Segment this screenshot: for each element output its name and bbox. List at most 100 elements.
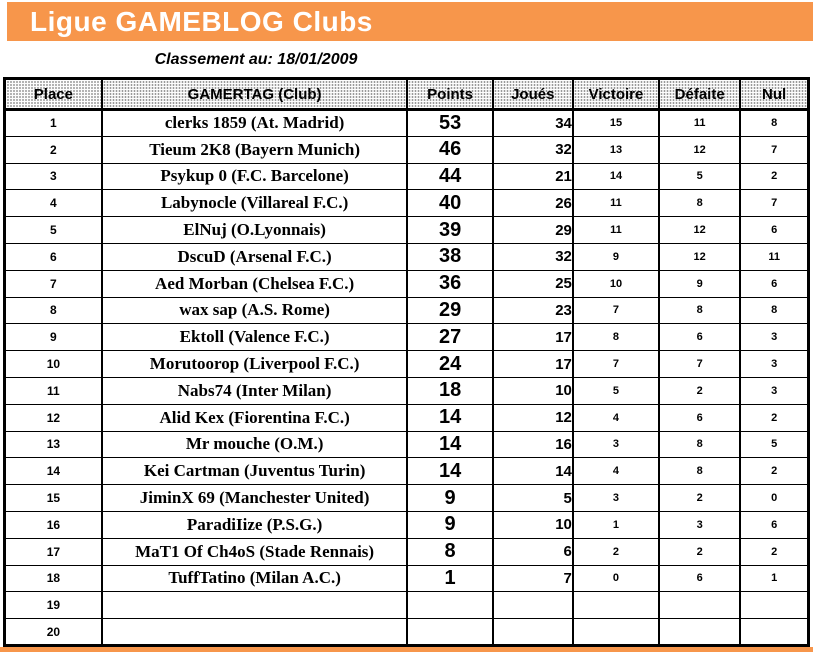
- cell-joues: 17: [491, 350, 574, 378]
- cell-points: 38: [406, 242, 494, 271]
- cell-points: 27: [406, 323, 494, 352]
- cell-gamertag: Tieum 2K8 (Bayern Munich): [100, 135, 409, 164]
- cell-points: 1: [406, 564, 494, 593]
- standings-table: Place GAMERTAG (Club) Points Joués Victoire D…: [3, 77, 810, 647]
- cell-gamertag: Kei Cartman (Juventus Turin): [100, 457, 409, 486]
- cell-place: 15: [3, 484, 103, 512]
- cell-place: 14: [3, 457, 103, 486]
- cell-joues: 32: [491, 135, 574, 164]
- cell-place: 10: [3, 350, 103, 378]
- table-row: 19: [3, 591, 810, 620]
- header-row: Place GAMERTAG (Club) Points Joués Victoire D…: [3, 77, 810, 111]
- cell-place: 16: [3, 510, 103, 539]
- cell-victoire: 10: [571, 269, 661, 298]
- cell-points: 53: [406, 109, 494, 137]
- cell-defaite: 8: [658, 457, 742, 486]
- cell-place: 6: [3, 242, 103, 271]
- cell-nul: 2: [739, 537, 810, 566]
- cell-nul: 2: [739, 457, 810, 486]
- cell-points: 24: [406, 350, 494, 378]
- table-row: 5 ElNuj (O.Lyonnais) 39 29 11 12 6: [3, 216, 810, 244]
- cell-points: 14: [406, 457, 494, 486]
- cell-joues: 17: [491, 323, 574, 352]
- cell-place: 9: [3, 323, 103, 352]
- table-row: 1 clerks 1859 (At. Madrid) 53 34 15 11 8: [3, 109, 810, 137]
- cell-victoire: [571, 618, 661, 646]
- cell-joues: 6: [491, 537, 574, 566]
- cell-place: 4: [3, 189, 103, 218]
- cell-nul: 6: [739, 216, 810, 244]
- cell-place: 17: [3, 537, 103, 566]
- column-header-nul: Nul: [739, 77, 810, 111]
- cell-defaite: 6: [658, 323, 742, 352]
- cell-nul: 3: [739, 323, 810, 352]
- cell-defaite: 2: [658, 376, 742, 405]
- cell-gamertag: ParadiIize (P.S.G.): [100, 510, 409, 539]
- cell-defaite: 9: [658, 269, 742, 298]
- cell-points: [406, 618, 494, 646]
- cell-nul: 7: [739, 189, 810, 218]
- cell-place: 20: [3, 618, 103, 646]
- cell-place: 3: [3, 162, 103, 191]
- table-row: 18 TuffTatino (Milan A.C.) 1 7 0 6 1: [3, 564, 810, 593]
- cell-victoire: 14: [571, 162, 661, 191]
- cell-gamertag: [100, 618, 409, 646]
- cell-gamertag: Ektoll (Valence F.C.): [100, 323, 409, 352]
- cell-place: 7: [3, 269, 103, 298]
- cell-victoire: 11: [571, 216, 661, 244]
- cell-place: 12: [3, 403, 103, 432]
- cell-joues: 32: [491, 242, 574, 271]
- cell-defaite: 7: [658, 350, 742, 378]
- cell-points: 39: [406, 216, 494, 244]
- table-row: 13 Mr mouche (O.M.) 14 16 3 8 5: [3, 430, 810, 459]
- table-row: 7 Aed Morban (Chelsea F.C.) 36 25 10 9 6: [3, 269, 810, 298]
- cell-victoire: 13: [571, 135, 661, 164]
- cell-gamertag: Mr mouche (O.M.): [100, 430, 409, 459]
- cell-place: 19: [3, 591, 103, 620]
- cell-place: 13: [3, 430, 103, 459]
- cell-nul: 2: [739, 162, 810, 191]
- cell-gamertag: TuffTatino (Milan A.C.): [100, 564, 409, 593]
- cell-place: 2: [3, 135, 103, 164]
- cell-joues: [491, 618, 574, 646]
- cell-victoire: [571, 591, 661, 620]
- cell-points: 29: [406, 296, 494, 325]
- cell-defaite: [658, 618, 742, 646]
- table-row: 2 Tieum 2K8 (Bayern Munich) 46 32 13 12 7: [3, 135, 810, 164]
- cell-points: 9: [406, 510, 494, 539]
- standings-body: 1 clerks 1859 (At. Madrid) 53 34 15 11 8 2 Tieum…: [3, 109, 810, 646]
- cell-gamertag: DscuD (Arsenal F.C.): [100, 242, 409, 271]
- cell-joues: 7: [491, 564, 574, 593]
- cell-nul: 5: [739, 430, 810, 459]
- cell-joues: 5: [491, 484, 574, 512]
- cell-victoire: 9: [571, 242, 661, 271]
- cell-victoire: 4: [571, 457, 661, 486]
- cell-defaite: 8: [658, 430, 742, 459]
- cell-nul: [739, 591, 810, 620]
- cell-gamertag: clerks 1859 (At. Madrid): [100, 109, 409, 137]
- cell-points: 14: [406, 430, 494, 459]
- cell-victoire: 7: [571, 296, 661, 325]
- cell-victoire: 0: [571, 564, 661, 593]
- cell-defaite: 12: [658, 135, 742, 164]
- cell-points: 46: [406, 135, 494, 164]
- cell-points: 18: [406, 376, 494, 405]
- cell-defaite: 8: [658, 189, 742, 218]
- cell-gamertag: Morutoorop (Liverpool F.C.): [100, 350, 409, 378]
- cell-joues: 21: [491, 162, 574, 191]
- table-row: 12 Alid Kex (Fiorentina F.C.) 14 12 4 6 2: [3, 403, 810, 432]
- cell-victoire: 4: [571, 403, 661, 432]
- cell-joues: 16: [491, 430, 574, 459]
- cell-gamertag: Aed Morban (Chelsea F.C.): [100, 269, 409, 298]
- cell-gamertag: Psykup 0 (F.C. Barcelone): [100, 162, 409, 191]
- cell-points: [406, 591, 494, 620]
- cell-points: 14: [406, 403, 494, 432]
- cell-victoire: 3: [571, 430, 661, 459]
- cell-nul: 2: [739, 403, 810, 432]
- cell-nul: 8: [739, 296, 810, 325]
- cell-place: 11: [3, 376, 103, 405]
- table-row: 15 JiminX 69 (Manchester United) 9 5 3 2 0: [3, 484, 810, 512]
- cell-nul: 3: [739, 350, 810, 378]
- cell-defaite: 8: [658, 296, 742, 325]
- cell-nul: 1: [739, 564, 810, 593]
